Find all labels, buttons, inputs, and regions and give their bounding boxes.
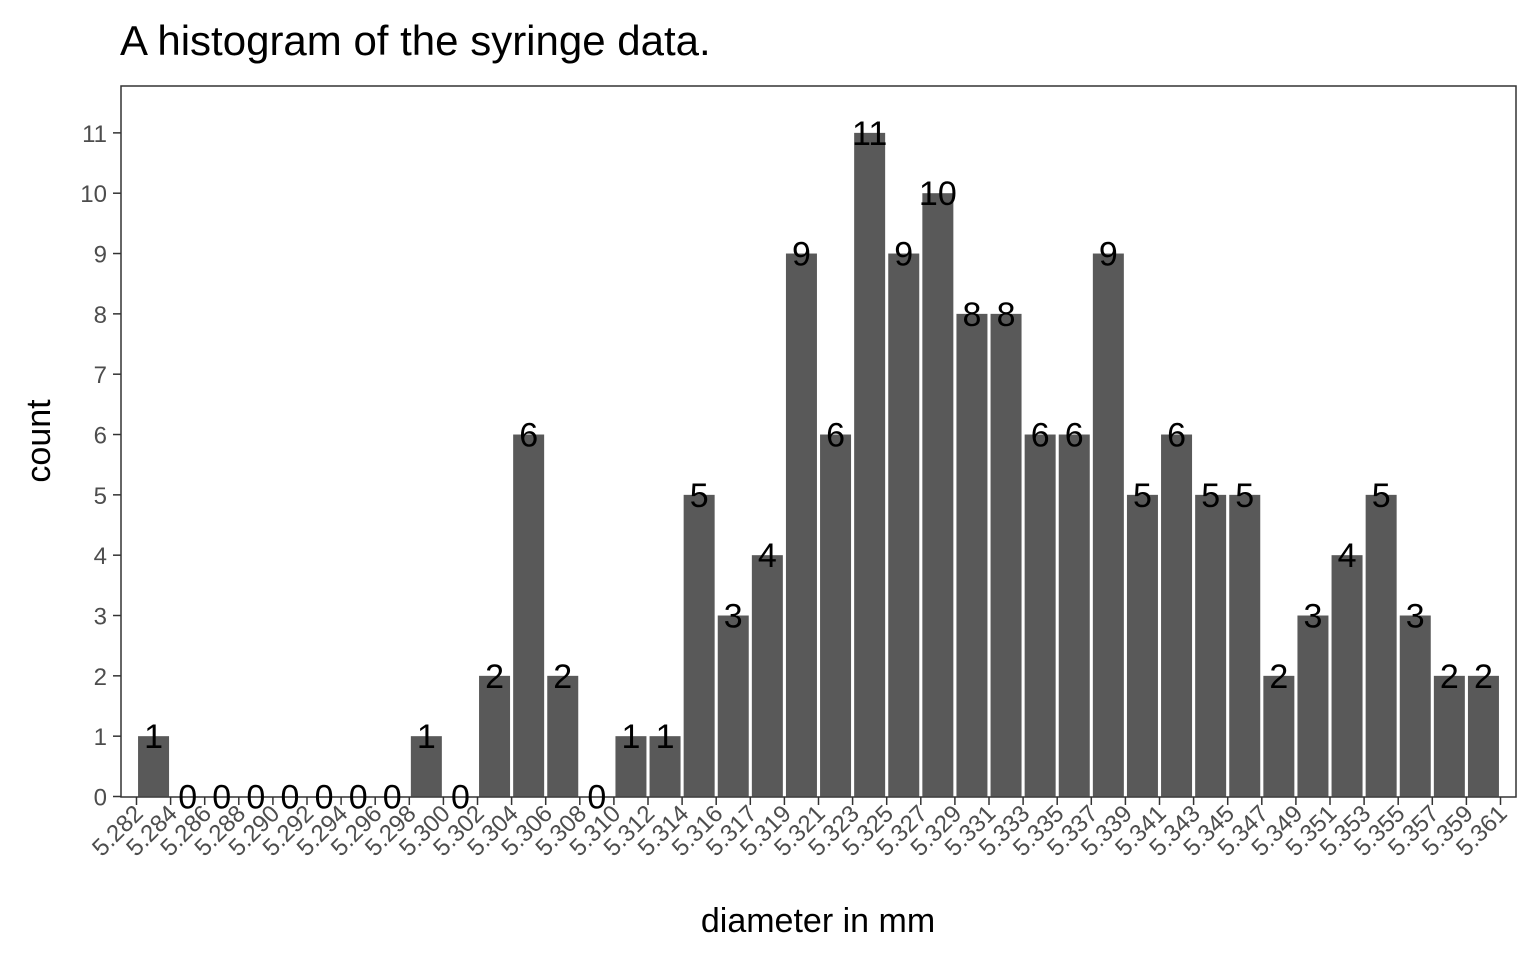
bar	[138, 736, 170, 797]
bar	[1126, 494, 1158, 797]
x-axis-title: diameter in mm	[701, 902, 935, 940]
y-tick-label: 1	[94, 724, 107, 751]
bar	[1161, 434, 1193, 797]
bar	[513, 434, 545, 797]
bar	[1092, 253, 1124, 797]
bar	[922, 193, 954, 797]
bar	[615, 736, 647, 797]
bar-label: 5	[690, 477, 709, 515]
bar	[1058, 434, 1090, 797]
bar-label: 4	[758, 537, 777, 575]
y-tick-label: 8	[94, 302, 107, 329]
bar-label: 5	[1133, 477, 1152, 515]
bar	[820, 434, 852, 797]
bar-label: 0	[451, 779, 470, 817]
bar-label: 5	[1372, 477, 1391, 515]
bar	[956, 313, 988, 797]
bar-label: 1	[656, 718, 675, 756]
y-tick-label: 7	[94, 362, 107, 389]
bar-label: 1	[144, 718, 163, 756]
y-tick-label: 4	[94, 543, 107, 570]
bar-label: 8	[997, 296, 1016, 334]
chart-title: A histogram of the syringe data.	[120, 17, 711, 64]
bar-label: 11	[852, 115, 887, 153]
bar	[854, 132, 886, 797]
bar-label: 6	[1031, 417, 1050, 455]
bar-label: 2	[553, 658, 572, 696]
bar-label: 3	[1303, 598, 1322, 636]
bar-label: 0	[280, 779, 299, 817]
bar	[1263, 675, 1295, 797]
bar	[410, 736, 442, 797]
bar	[751, 555, 783, 797]
bar-label: 9	[792, 236, 811, 274]
bar-label: 5	[1201, 477, 1220, 515]
bar	[717, 615, 749, 797]
bar-label: 5	[1235, 477, 1254, 515]
y-tick-label: 2	[94, 664, 107, 691]
y-axis-title: count	[20, 399, 58, 483]
bar-label: 0	[315, 779, 334, 817]
bar-label: 2	[1269, 658, 1288, 696]
bar	[1229, 494, 1261, 797]
bar-label: 0	[349, 779, 368, 817]
bar-label: 1	[621, 718, 640, 756]
bar	[649, 736, 681, 797]
bar-label: 0	[383, 779, 402, 817]
bar	[785, 253, 817, 797]
bar-label: 0	[246, 779, 265, 817]
bar-label: 3	[1406, 598, 1425, 636]
bar-label: 0	[212, 779, 231, 817]
bar	[547, 675, 579, 797]
bar	[1195, 494, 1227, 797]
bar-label: 2	[1440, 658, 1459, 696]
bar-label: 9	[894, 236, 913, 274]
bar	[1433, 675, 1465, 797]
bar-label: 10	[919, 175, 957, 213]
bar-label: 2	[1474, 658, 1493, 696]
bar	[888, 253, 920, 797]
bar	[479, 675, 511, 797]
bar	[1297, 615, 1329, 797]
bar-label: 4	[1338, 537, 1357, 575]
bar-label: 9	[1099, 236, 1118, 274]
bar-label: 6	[519, 417, 538, 455]
y-tick-label: 3	[94, 604, 107, 631]
bar-label: 6	[1167, 417, 1186, 455]
bar	[1331, 555, 1363, 797]
bar-label: 3	[724, 598, 743, 636]
bar-label: 6	[826, 417, 845, 455]
bar	[1365, 494, 1397, 797]
bar	[683, 494, 715, 797]
bar-label: 0	[178, 779, 197, 817]
bar-label: 8	[962, 296, 981, 334]
bar	[1467, 675, 1499, 797]
bar	[1399, 615, 1431, 797]
bar-label: 6	[1065, 417, 1084, 455]
y-tick-label: 0	[94, 785, 107, 812]
bar-label: 0	[587, 779, 606, 817]
bar-label: 1	[417, 718, 436, 756]
y-tick-label: 9	[94, 242, 107, 269]
y-tick-label: 11	[82, 121, 107, 148]
y-tick-label: 10	[80, 181, 107, 208]
bar	[990, 313, 1022, 797]
y-tick-label: 5	[94, 483, 107, 510]
bar	[1024, 434, 1056, 797]
bar-label: 2	[485, 658, 504, 696]
y-tick-label: 6	[94, 423, 107, 450]
